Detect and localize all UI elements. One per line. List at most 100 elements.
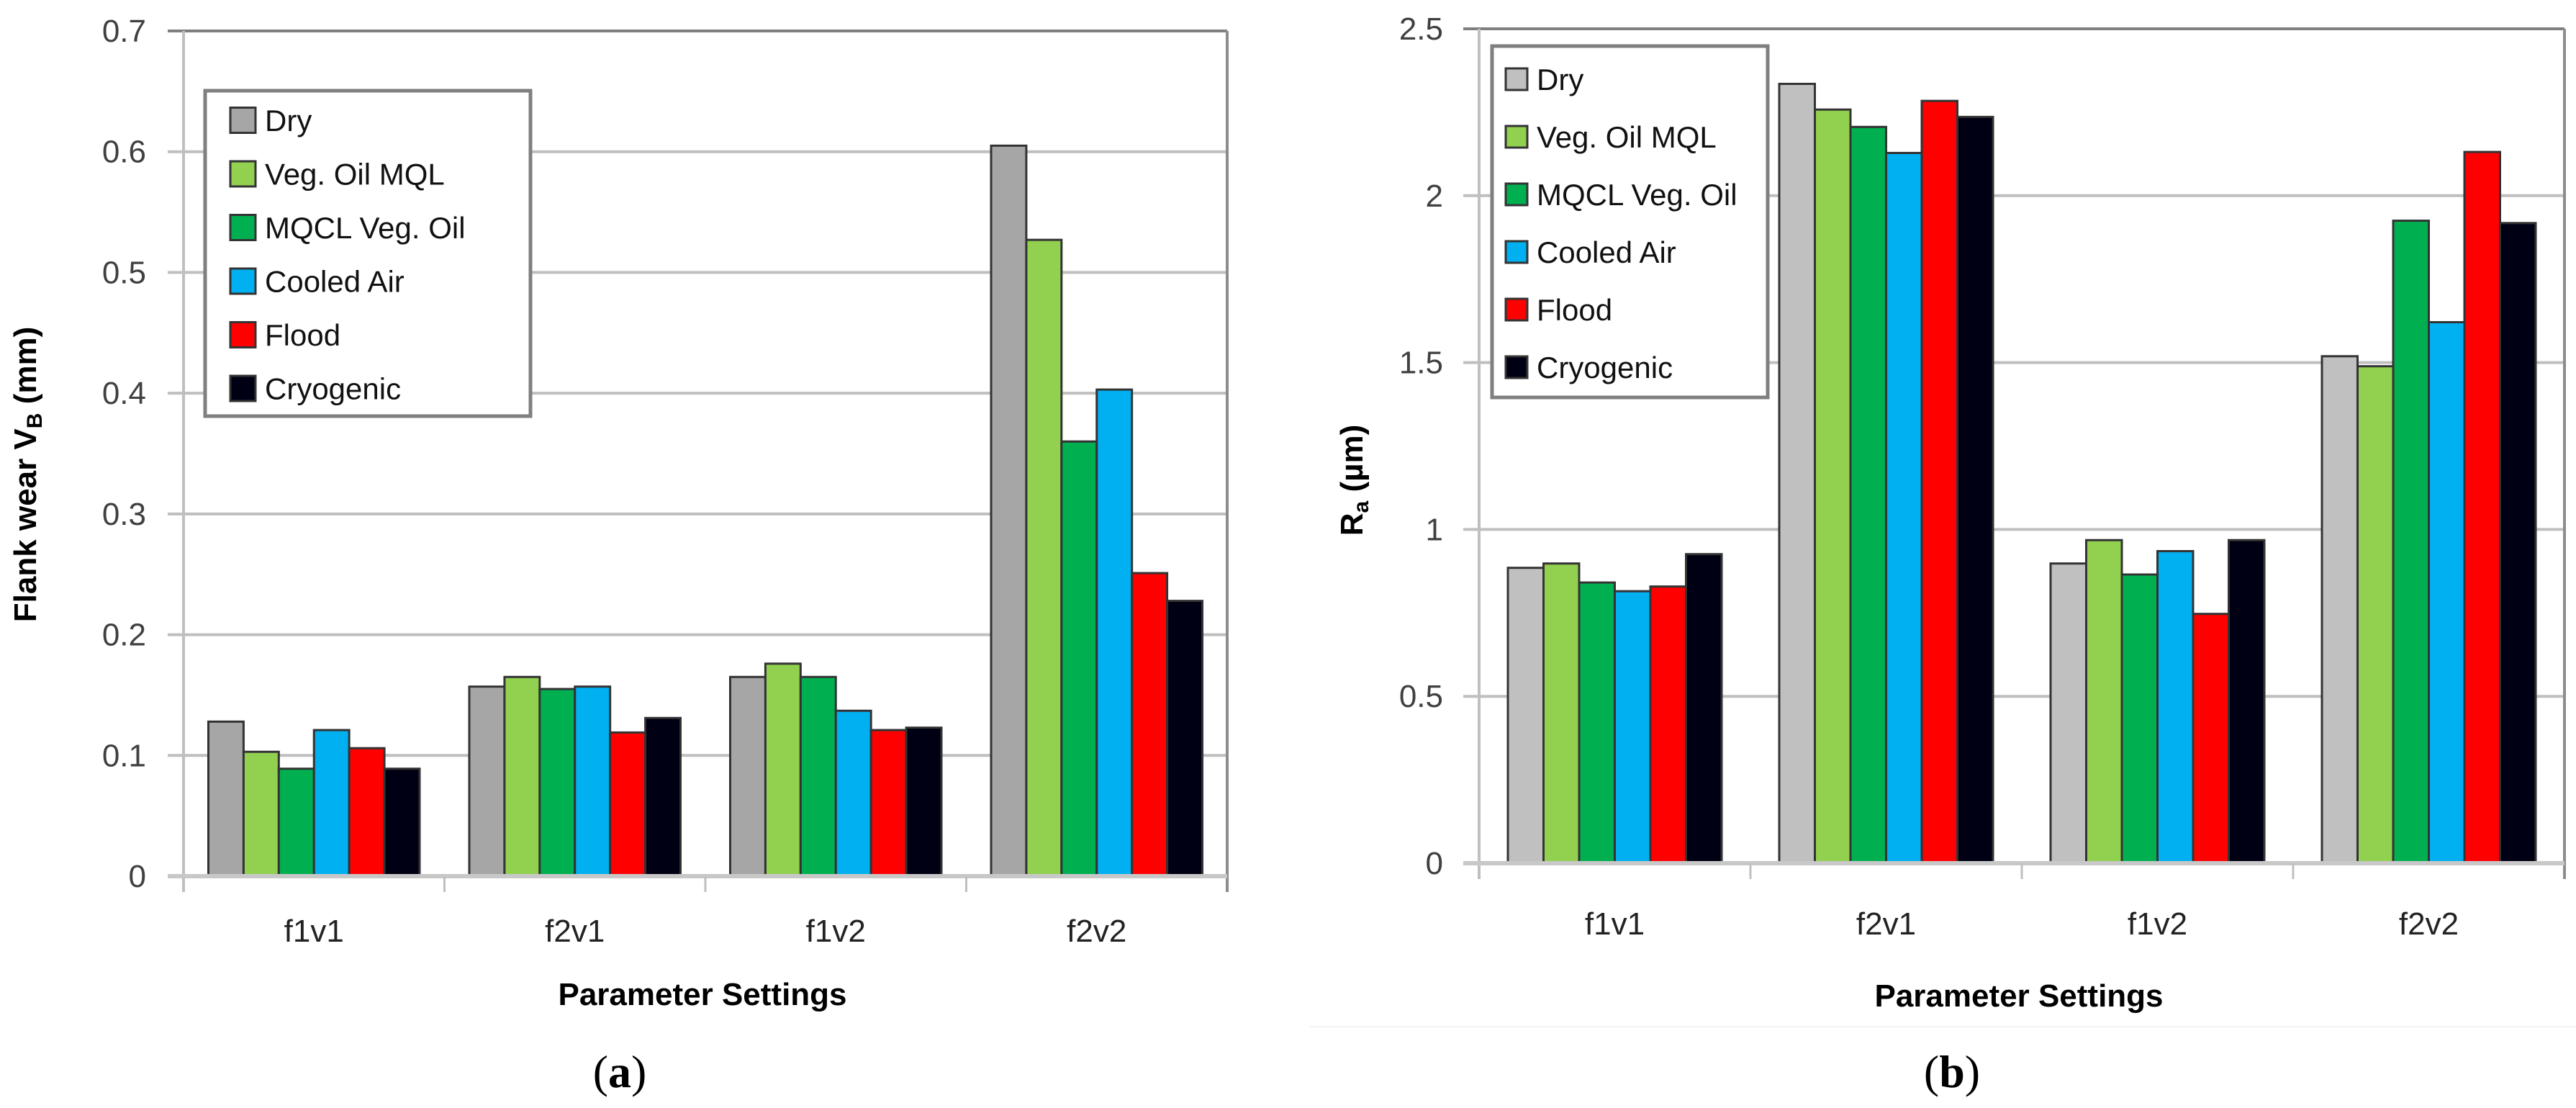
chart-b-axes xyxy=(1463,29,2566,879)
chart-b-legend-label: Cooled Air xyxy=(1537,235,1676,269)
chart-a-legend-item: MQCL Veg. Oil xyxy=(229,211,466,245)
chart-a-bar-f1v2-dry xyxy=(729,675,767,878)
chart-a-legend-label: MQCL Veg. Oil xyxy=(265,211,466,245)
chart-b-y-tick-label: 0.5 xyxy=(1399,679,1443,714)
chart-b-legend-label: Dry xyxy=(1537,63,1583,96)
chart-b-x-tick-label: f2v2 xyxy=(2399,906,2459,942)
chart-a-legend-label: Cryogenic xyxy=(265,372,401,406)
chart-b-bar-f1v1-dry xyxy=(1506,567,1545,865)
caption-a: (a) xyxy=(593,1046,647,1097)
chart-a-legend-item: Veg. Oil MQL xyxy=(229,158,445,192)
chart-a-y-tick-label: 0.4 xyxy=(102,376,146,411)
chart-a-bar-f1v1-mqcl-veg-oil xyxy=(277,767,315,878)
chart-a-legend-item: Flood xyxy=(229,318,340,352)
chart-a-bar-f2v2-cryogenic xyxy=(1166,600,1204,878)
chart-b-legend-swatch xyxy=(1504,67,1529,91)
chart-a-bars xyxy=(207,144,1204,878)
chart-a-legend-item: Cryogenic xyxy=(229,372,401,406)
chart-b-bar-f2v2-cryogenic xyxy=(2499,222,2537,865)
chart-a-x-tick-label: f2v2 xyxy=(1067,914,1126,949)
chart-a-y-tick-labels: 0 0.1 0.2 0.3 0.4 0.5 0.6 0.7 xyxy=(102,14,146,894)
chart-b-y-tick-label: 0 xyxy=(1426,846,1443,881)
chart-a-bar-f2v1-veg-oil-mql xyxy=(503,675,541,878)
chart-b-legend: Dry Veg. Oil MQL MQCL Veg. Oil Cooled Air Fl… xyxy=(1490,44,1770,400)
chart-a-bar-f1v1-flood xyxy=(348,747,386,878)
chart-a-axes xyxy=(168,31,1229,892)
chart-b-legend-label: Cryogenic xyxy=(1537,351,1673,384)
chart-a-bar-f1v1-veg-oil-mql xyxy=(242,750,280,878)
chart-a-legend-swatch xyxy=(229,267,257,295)
chart-a-y-axis-title: Flank wear VB (mm) xyxy=(8,327,47,622)
chart-b-bar-f2v1-dry xyxy=(1778,82,1816,865)
chart-b-bar-f2v2-mqcl-veg-oil xyxy=(2392,220,2430,865)
chart-a-bar-f2v1-cryogenic xyxy=(644,716,682,878)
chart-b-bar-f2v2-cooled-air xyxy=(2428,321,2466,865)
chart-b-legend-item: Cooled Air xyxy=(1504,235,1676,269)
chart-b-y-tick-labels: 0 0.5 1 1.5 2 2.5 xyxy=(1399,12,1443,881)
chart-a-x-axis-title: Parameter Settings xyxy=(558,977,846,1012)
chart-b-bar-f1v2-cooled-air xyxy=(2156,550,2195,865)
chart-b-bar-f1v2-dry xyxy=(2049,562,2087,865)
chart-b-legend-swatch xyxy=(1504,240,1529,264)
chart-b-x-axis-title: Parameter Settings xyxy=(1874,978,2163,1014)
chart-b-legend-item: MQCL Veg. Oil xyxy=(1504,178,1737,212)
chart-a-bar-f1v1-cryogenic xyxy=(383,767,421,878)
chart-b-bar-f1v2-cryogenic xyxy=(2228,539,2266,865)
chart-a-legend-swatch xyxy=(229,214,257,241)
chart-a-legend-item: Dry xyxy=(229,104,312,138)
chart-b-y-tick-label: 2 xyxy=(1426,179,1443,214)
chart-b-legend-swatch xyxy=(1504,297,1529,322)
chart-a-legend-label: Cooled Air xyxy=(265,265,405,299)
chart-b-y-axis-title: Ra (µm) xyxy=(1334,425,1373,536)
chart-a-y-tick-label: 0.7 xyxy=(102,14,146,49)
chart-a-bar-f2v2-cooled-air xyxy=(1095,388,1134,878)
chart-a-bar-f2v2-mqcl-veg-oil xyxy=(1060,440,1098,878)
chart-a-y-tick-label: 0.6 xyxy=(102,135,146,170)
chart-a-legend: Dry Veg. Oil MQL MQCL Veg. Oil Cooled Air Fl… xyxy=(203,89,533,418)
chart-b-bars xyxy=(1506,82,2537,865)
chart-b-legend-item: Flood xyxy=(1504,293,1612,327)
chart-a-y-tick-label: 0.2 xyxy=(102,618,146,653)
chart-b-bar-f2v2-veg-oil-mql xyxy=(2356,365,2395,865)
chart-a-bar-f2v2-dry xyxy=(990,144,1028,878)
chart-b-legend-label: MQCL Veg. Oil xyxy=(1537,178,1737,212)
chart-a-bar-f1v2-cooled-air xyxy=(834,709,872,878)
chart-a-bar-f2v1-cooled-air xyxy=(574,685,612,878)
chart-b-x-tick-label: f1v1 xyxy=(1585,906,1645,942)
chart-b-bar-f2v1-veg-oil-mql xyxy=(1814,108,1852,865)
chart-a-x-tick-labels: f1v1 f2v1 f1v2 f2v2 xyxy=(284,914,1127,949)
chart-b-bar-f1v2-flood xyxy=(2192,613,2230,865)
chart-b-bar-f1v1-veg-oil-mql xyxy=(1542,562,1581,865)
chart-b-y-tick-label: 1.5 xyxy=(1399,346,1443,381)
chart-b-legend-item: Cryogenic xyxy=(1504,351,1673,384)
chart-b-surface-roughness: 0 0.5 1 1.5 2 2.5 f1v1 f2v1 f1v2 f2v2 Parameter … xyxy=(1310,12,2576,1097)
chart-b-bar-f2v1-flood xyxy=(1920,99,1958,865)
chart-a-legend-swatch xyxy=(229,321,257,348)
chart-a-bar-f1v2-mqcl-veg-oil xyxy=(799,675,837,878)
chart-b-legend-swatch xyxy=(1504,125,1529,149)
chart-a-legend-swatch xyxy=(229,107,257,134)
chart-a-x-tick-label: f1v2 xyxy=(806,914,866,949)
chart-a-bar-f2v2-flood xyxy=(1131,572,1169,878)
chart-a-x-tick-label: f2v1 xyxy=(545,914,605,949)
chart-b-bar-f1v1-mqcl-veg-oil xyxy=(1578,581,1616,865)
chart-a-y-tick-label: 0 xyxy=(129,859,146,894)
chart-b-legend-item: Dry xyxy=(1504,63,1583,96)
chart-b-y-tick-label: 1 xyxy=(1426,512,1443,547)
chart-a-legend-box xyxy=(203,89,533,418)
chart-a-bar-f2v2-veg-oil-mql xyxy=(1025,238,1063,878)
chart-b-legend-label: Flood xyxy=(1537,293,1612,327)
chart-a-bar-f1v1-dry xyxy=(207,720,245,878)
chart-a-y-tick-label: 0.5 xyxy=(102,255,146,290)
caption-b: (b) xyxy=(1924,1046,1980,1097)
chart-b-bar-f2v1-cooled-air xyxy=(1885,151,1923,865)
chart-a-bar-f2v1-mqcl-veg-oil xyxy=(538,688,577,878)
chart-b-x-tick-label: f1v2 xyxy=(2128,906,2187,942)
chart-b-legend-swatch xyxy=(1504,182,1529,207)
chart-a-bar-f2v1-flood xyxy=(609,731,647,878)
chart-b-bar-f2v1-cryogenic xyxy=(1956,115,1994,865)
chart-b-bar-f2v2-flood xyxy=(2463,150,2501,865)
chart-a-bar-f1v1-cooled-air xyxy=(312,729,351,878)
chart-a-x-tick-label: f1v1 xyxy=(284,914,344,949)
